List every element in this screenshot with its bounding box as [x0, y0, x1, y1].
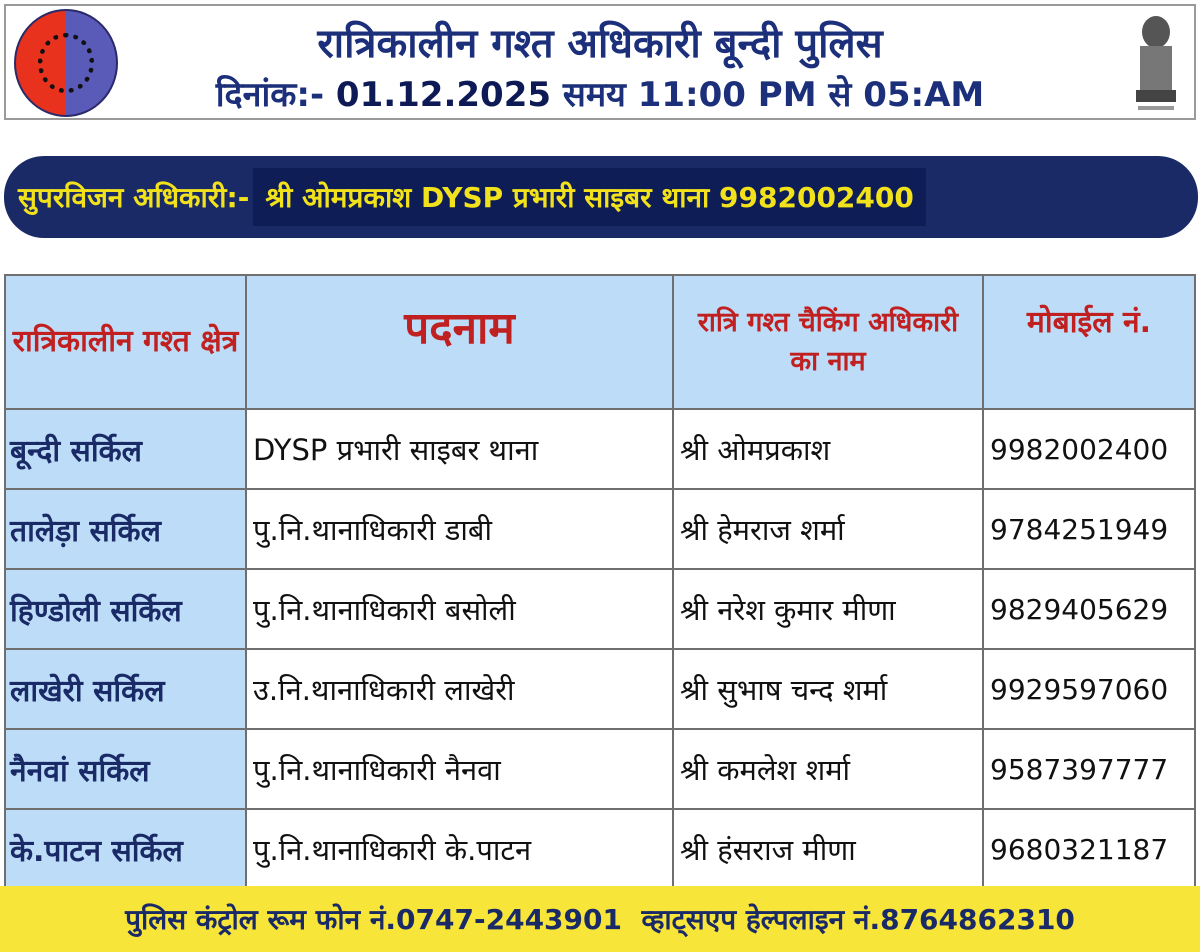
date-time-line: दिनांक:- 01.12.2025 समय 11:00 PM से 05:A…	[6, 70, 1194, 116]
poster-header: रात्रिकालीन गश्त अधिकारी बून्दी पुलिस दि…	[4, 4, 1196, 120]
designation-cell: पु.नि.थानाधिकारी के.पाटन	[245, 808, 674, 890]
control-room-footer: पुलिस कंट्रोल रूम फोन नं.0747-2443901 व्…	[0, 886, 1200, 952]
supervision-officer: श्री ओमप्रकाश DYSP प्रभारी साइबर थाना 99…	[253, 168, 926, 226]
ashoka-emblem-icon	[1136, 16, 1176, 110]
area-cell: तालेड़ा सर्किल	[4, 488, 247, 570]
officer-cell: श्री ओमप्रकाश	[672, 408, 984, 490]
mobile-cell: 9982002400	[982, 408, 1196, 490]
supervision-banner: सुपरविजन अधिकारी:- श्री ओमप्रकाश DYSP प्…	[4, 156, 1198, 238]
area-cell: के.पाटन सर्किल	[4, 808, 247, 890]
poster-title: रात्रिकालीन गश्त अधिकारी बून्दी पुलिस	[317, 21, 883, 67]
mobile-cell: 9587397777	[982, 728, 1196, 810]
designation-cell: पु.नि.थानाधिकारी बसोली	[245, 568, 674, 650]
date-label: दिनांक:-	[215, 75, 325, 115]
mobile-cell: 9680321187	[982, 808, 1196, 890]
officer-cell: श्री हंसराज मीणा	[672, 808, 984, 890]
area-cell: हिण्डोली सर्किल	[4, 568, 247, 650]
header-designation: पदनाम	[245, 274, 674, 410]
area-cell: लाखेरी सर्किल	[4, 648, 247, 730]
area-cell: नैनवां सर्किल	[4, 728, 247, 810]
police-logo	[14, 9, 118, 117]
officer-cell: श्री नरेश कुमार मीणा	[672, 568, 984, 650]
header-area: रात्रिकालीन गश्त क्षेत्र	[4, 274, 247, 410]
area-cell: बून्दी सर्किल	[4, 408, 247, 490]
officer-cell: श्री कमलेश शर्मा	[672, 728, 984, 810]
designation-cell: पु.नि.थानाधिकारी डाबी	[245, 488, 674, 570]
officer-cell: श्री हेमराज शर्मा	[672, 488, 984, 570]
officer-cell: श्री सुभाष चन्द शर्मा	[672, 648, 984, 730]
designation-cell: उ.नि.थानाधिकारी लाखेरी	[245, 648, 674, 730]
table-row: लाखेरी सर्किल उ.नि.थानाधिकारी लाखेरी श्री …	[4, 648, 1196, 730]
mobile-cell: 9784251949	[982, 488, 1196, 570]
header-mobile: मोबाईल नं.	[982, 274, 1196, 410]
header-officer-name: रात्रि गश्त चैकिंग अधिकारी का नाम	[672, 274, 984, 410]
time-range: समय 11:00 PM से 05:AM	[562, 75, 985, 115]
table-header-row: रात्रिकालीन गश्त क्षेत्र पदनाम रात्रि गश…	[4, 274, 1196, 410]
date-value: 01.12.2025	[335, 75, 552, 115]
table-row: नैनवां सर्किल पु.नि.थानाधिकारी नैनवा श्री …	[4, 728, 1196, 810]
table-row: के.पाटन सर्किल पु.नि.थानाधिकारी के.पाटन श्…	[4, 808, 1196, 890]
table-row: बून्दी सर्किल DYSP प्रभारी साइबर थाना श्री…	[4, 408, 1196, 490]
mobile-cell: 9829405629	[982, 568, 1196, 650]
supervision-label: सुपरविजन अधिकारी:-	[18, 181, 250, 214]
patrol-table: रात्रिकालीन गश्त क्षेत्र पदनाम रात्रि गश…	[4, 274, 1196, 890]
designation-cell: DYSP प्रभारी साइबर थाना	[245, 408, 674, 490]
mobile-cell: 9929597060	[982, 648, 1196, 730]
table-row: तालेड़ा सर्किल पु.नि.थानाधिकारी डाबी श्री …	[4, 488, 1196, 570]
table-row: हिण्डोली सर्किल पु.नि.थानाधिकारी बसोली श्र…	[4, 568, 1196, 650]
designation-cell: पु.नि.थानाधिकारी नैनवा	[245, 728, 674, 810]
